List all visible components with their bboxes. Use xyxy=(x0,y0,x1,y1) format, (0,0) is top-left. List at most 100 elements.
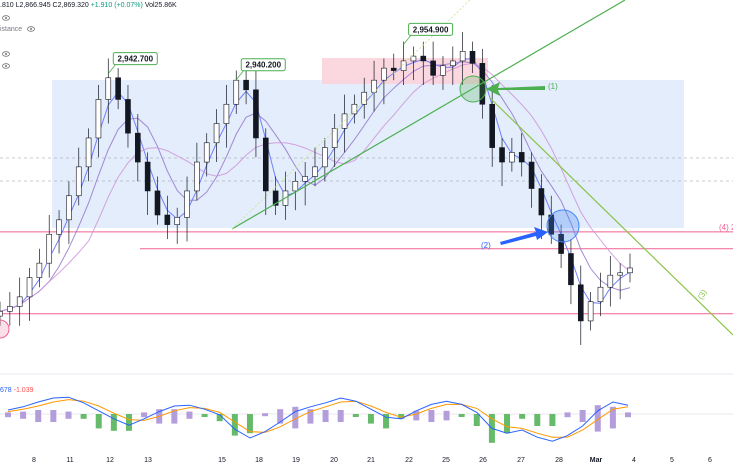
candle-body-45 xyxy=(440,65,446,76)
candle-body-57 xyxy=(558,233,564,254)
macd-histogram-3 xyxy=(50,410,57,422)
x-tick-17: 6 xyxy=(708,457,712,464)
macd-histogram-41 xyxy=(625,412,631,418)
signal-value: -1.039 xyxy=(13,387,34,394)
candle-body-60 xyxy=(587,301,594,322)
candle-body-27 xyxy=(262,137,269,192)
falling-trendline xyxy=(489,97,733,336)
macd-histogram-28 xyxy=(428,410,435,422)
tag-box-1 xyxy=(240,58,286,72)
candle-body-40 xyxy=(390,67,397,71)
candle-body-26 xyxy=(253,89,259,139)
candle-body-47 xyxy=(459,50,466,62)
macd-histogram-19 xyxy=(292,406,299,429)
macd-histogram-30 xyxy=(458,414,465,417)
candle-body-4 xyxy=(36,262,43,278)
candle-body-51 xyxy=(499,147,505,163)
candle-body-31 xyxy=(302,176,308,182)
indicator-name: istance xyxy=(0,26,23,33)
x-tick-7: 20 xyxy=(330,457,338,464)
x-tick-10: 25 xyxy=(442,457,450,464)
x-tick-4: 15 xyxy=(218,457,226,464)
macd-header: 678 -1.039 xyxy=(0,387,34,394)
signal-line xyxy=(7,399,629,438)
candle-body-18 xyxy=(174,217,180,225)
x-tick-11: 26 xyxy=(479,457,487,464)
visibility-eye-icon[interactable] xyxy=(2,15,10,21)
candle-body-58 xyxy=(568,253,574,286)
macd-histogram-40 xyxy=(609,406,616,429)
price-change: +1.910 (+0.07%) xyxy=(90,2,143,9)
candle-body-9 xyxy=(85,137,92,168)
tag-pointer-2 xyxy=(403,34,412,45)
settings-eye-icon[interactable] xyxy=(2,51,10,57)
candle-body-32 xyxy=(312,166,318,177)
candle-body-21 xyxy=(203,142,210,163)
candle-body-63 xyxy=(617,272,623,276)
macd-histogram-1 xyxy=(20,411,27,419)
candle-body-53 xyxy=(518,152,525,163)
candle-body-52 xyxy=(509,152,515,163)
macd-histogram-23 xyxy=(352,414,359,417)
macd-histogram-26 xyxy=(398,414,405,419)
x-tick-9: 22 xyxy=(405,457,413,464)
retest-circle xyxy=(546,209,580,243)
ohlc-header: .810 L2,866.945 C2,869.320 +1.910 (+0.07… xyxy=(0,2,177,9)
x-tick-6: 19 xyxy=(292,457,300,464)
candle-body-20 xyxy=(194,161,200,192)
candle-body-25 xyxy=(243,79,249,91)
x-tick-15: 4 xyxy=(632,457,636,464)
macd-value: 678 xyxy=(0,387,12,394)
candle-body-39 xyxy=(381,67,387,81)
macd-histogram-22 xyxy=(337,410,344,422)
price-tag-2: 2,954.900 xyxy=(413,25,449,34)
candle-body-59 xyxy=(577,284,584,322)
macd-histogram-29 xyxy=(443,410,450,421)
macd-histogram-12 xyxy=(186,411,193,419)
candle-body-13 xyxy=(125,99,131,134)
tag-box-2 xyxy=(408,22,454,36)
macd-histogram-11 xyxy=(171,409,178,424)
macd-histogram-31 xyxy=(473,414,480,426)
x-tick-5: 18 xyxy=(255,457,263,464)
x-tick-13: 28 xyxy=(555,457,563,464)
candle-body-62 xyxy=(607,274,614,288)
candle-body-22 xyxy=(213,123,220,144)
price-tag-1: 2,940.200 xyxy=(245,61,281,70)
candle-body-19 xyxy=(184,190,190,218)
candle-body-48 xyxy=(469,50,476,64)
label-2: (2) xyxy=(481,241,491,250)
macd-histogram-2 xyxy=(35,410,42,422)
candle-body-37 xyxy=(361,91,368,105)
candle-body-64 xyxy=(627,267,633,274)
macd-histogram-0 xyxy=(5,412,11,418)
x-tick-12: 27 xyxy=(517,457,525,464)
indicator-eye-icon[interactable] xyxy=(27,26,35,32)
candle-body-23 xyxy=(223,103,230,124)
candle-body-12 xyxy=(115,77,121,100)
macd-histogram-35 xyxy=(534,414,541,426)
candle-body-8 xyxy=(75,166,82,197)
macd-histogram-21 xyxy=(322,410,329,422)
candle-body-55 xyxy=(538,188,545,216)
candle-body-46 xyxy=(450,60,456,67)
arrow-1 xyxy=(486,82,545,96)
drawing-eye-icon[interactable] xyxy=(2,63,10,69)
macd-histogram-17 xyxy=(262,413,269,417)
candle-body-38 xyxy=(371,79,377,93)
macd-histogram-38 xyxy=(579,410,586,422)
candle-body-34 xyxy=(331,128,338,148)
x-tick-8: 21 xyxy=(367,457,375,464)
macd-histogram-18 xyxy=(277,409,284,424)
x-tick-14: Mar xyxy=(590,457,603,464)
macd-histogram-14 xyxy=(216,414,223,422)
macd-histogram-27 xyxy=(413,410,420,421)
candle-body-14 xyxy=(135,132,141,163)
volume-value: Vol25.86K xyxy=(144,2,177,9)
candle-body-16 xyxy=(154,190,161,216)
macd-line xyxy=(7,396,629,442)
dotted-trendline xyxy=(231,0,471,230)
macd-histogram-4 xyxy=(65,411,72,419)
candle-body-3 xyxy=(26,277,33,298)
